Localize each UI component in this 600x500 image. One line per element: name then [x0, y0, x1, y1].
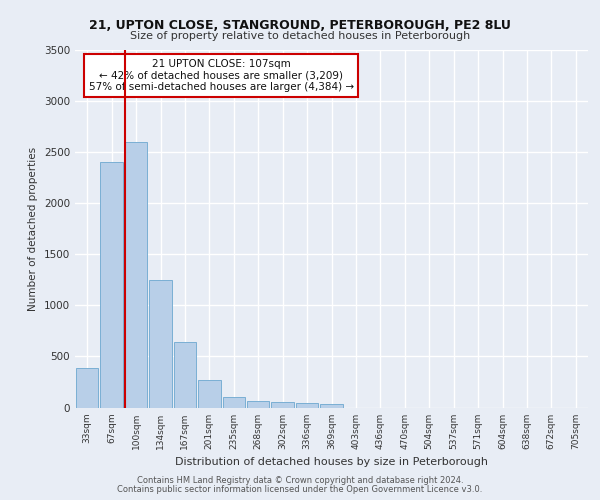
X-axis label: Distribution of detached houses by size in Peterborough: Distribution of detached houses by size …: [175, 457, 488, 467]
Text: Contains public sector information licensed under the Open Government Licence v3: Contains public sector information licen…: [118, 485, 482, 494]
Bar: [320, 404, 343, 407]
Text: 21, UPTON CLOSE, STANGROUND, PETERBOROUGH, PE2 8LU: 21, UPTON CLOSE, STANGROUND, PETERBOROUG…: [89, 19, 511, 32]
Y-axis label: Number of detached properties: Number of detached properties: [28, 146, 38, 311]
Text: Size of property relative to detached houses in Peterborough: Size of property relative to detached ho…: [130, 31, 470, 41]
Bar: [223, 398, 245, 407]
Bar: [125, 142, 148, 407]
Bar: [271, 402, 294, 407]
Bar: [296, 403, 319, 407]
Bar: [198, 380, 221, 407]
Bar: [100, 162, 123, 408]
Bar: [149, 280, 172, 407]
Text: Contains HM Land Registry data © Crown copyright and database right 2024.: Contains HM Land Registry data © Crown c…: [137, 476, 463, 485]
Bar: [173, 342, 196, 407]
Text: 21 UPTON CLOSE: 107sqm
← 42% of detached houses are smaller (3,209)
57% of semi-: 21 UPTON CLOSE: 107sqm ← 42% of detached…: [89, 59, 354, 92]
Bar: [76, 368, 98, 408]
Bar: [247, 402, 269, 407]
